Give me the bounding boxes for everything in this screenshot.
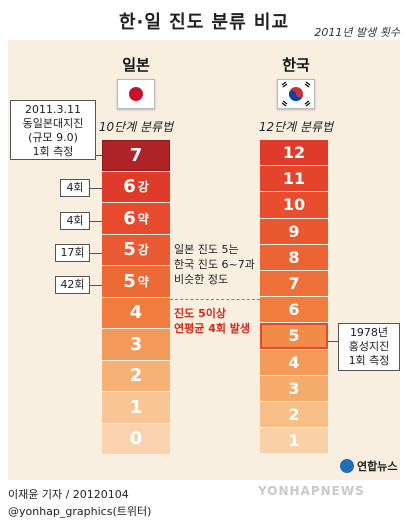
note-line: 한국 진도 6~7과 xyxy=(174,258,255,271)
comparison-note: 일본 진도 5는 한국 진도 6~7과 비슷한 정도 xyxy=(174,242,255,287)
korea-level-10: 2 xyxy=(260,402,328,428)
count-badge: 4회 xyxy=(60,212,90,230)
level-number: 7 xyxy=(129,144,143,166)
brand-name: 연합뉴스 xyxy=(357,460,398,473)
korea-level-0: 12 xyxy=(260,140,328,166)
title-bar: 한·일 진도 분류 비교 2011년 발생 횟수 xyxy=(0,0,408,40)
korea-level-6: 6 xyxy=(260,297,328,323)
watermark: YONHAPNEWS xyxy=(258,484,365,498)
korea-quake-callout: 1978년 홍성지진 1회 측정 xyxy=(338,323,400,371)
year-note: 2011년 발생 횟수 xyxy=(314,26,400,39)
callout-connector xyxy=(328,341,338,342)
level-number: 5 xyxy=(123,239,136,261)
korea-level-8: 4 xyxy=(260,349,328,375)
korea-level-11: 1 xyxy=(260,428,328,454)
count-connector xyxy=(90,285,102,286)
japan-level-9: 0 xyxy=(102,423,170,454)
japan-level-7: 2 xyxy=(102,360,170,391)
callout-line: 1978년 xyxy=(349,326,389,339)
korea-method: 12단계 분류법 xyxy=(258,120,334,134)
note-line: 일본 진도 5는 xyxy=(174,243,239,256)
level-number: 1 xyxy=(288,431,300,451)
level-number: 7 xyxy=(288,274,300,294)
korea-level-4: 8 xyxy=(260,244,328,270)
callout-line: 1회 측정 xyxy=(32,145,74,158)
level-number: 3 xyxy=(129,333,143,355)
level-number: 2 xyxy=(288,405,300,425)
level-number: 10 xyxy=(282,195,306,215)
note-line: 연평균 4회 발생 xyxy=(174,322,251,335)
level-number: 0 xyxy=(129,428,143,450)
level-number: 1 xyxy=(129,396,143,418)
level-number: 6 xyxy=(288,300,300,320)
level-suffix: 약 xyxy=(137,211,149,226)
level-number: 8 xyxy=(288,247,300,267)
twitter-credit: @yonhap_graphics(트위터) xyxy=(8,505,152,518)
count-badge: 42회 xyxy=(55,276,90,294)
callout-connector xyxy=(96,155,102,156)
count-connector xyxy=(90,253,102,254)
japan-level-8: 1 xyxy=(102,392,170,423)
level-number: 5 xyxy=(288,326,300,346)
korea-level-5: 7 xyxy=(260,271,328,297)
threshold-divider xyxy=(170,299,260,300)
level-suffix: 약 xyxy=(137,274,149,289)
level-suffix: 강 xyxy=(137,180,149,195)
author-credit: 이재윤 기자 / 20120104 xyxy=(8,488,129,501)
count-connector xyxy=(90,188,102,189)
level-number: 5 xyxy=(123,270,136,292)
frequency-note: 진도 5이상 연평균 4회 발생 xyxy=(174,306,250,336)
japan-level-5: 4 xyxy=(102,297,170,328)
count-badge: 4회 xyxy=(60,179,90,197)
brand-logo: 연합뉴스 xyxy=(340,458,397,474)
japan-level-6: 3 xyxy=(102,329,170,360)
level-number: 3 xyxy=(288,378,300,398)
korea-level-9: 3 xyxy=(260,375,328,401)
callout-line: 동일본대지진 xyxy=(22,117,84,130)
callout-line: 1회 측정 xyxy=(348,354,390,367)
korea-level-3: 9 xyxy=(260,218,328,244)
korea-level-7: 5 xyxy=(260,323,328,349)
level-number: 6 xyxy=(123,207,136,229)
count-badge: 17회 xyxy=(55,244,90,262)
count-connector xyxy=(90,221,102,222)
level-number: 4 xyxy=(129,302,143,324)
page-title: 한·일 진도 분류 비교 xyxy=(118,12,290,33)
note-line: 비슷한 정도 xyxy=(174,273,229,286)
japan-flag-icon xyxy=(117,79,155,109)
note-line: 진도 5이상 xyxy=(174,307,226,320)
japan-method: 10단계 분류법 xyxy=(98,120,174,134)
korea-level-1: 11 xyxy=(260,166,328,192)
callout-line: 2011.3.11 xyxy=(25,103,81,116)
korea-level-2: 10 xyxy=(260,192,328,218)
level-number: 9 xyxy=(288,221,300,241)
korea-flag-icon xyxy=(277,79,315,109)
callout-line: 홍성지진 xyxy=(348,340,390,353)
level-number: 4 xyxy=(288,352,300,372)
korea-label: 한국 xyxy=(282,56,310,74)
level-number: 6 xyxy=(123,176,136,198)
japan-level-0: 7 xyxy=(102,140,170,171)
level-suffix: 강 xyxy=(137,243,149,258)
level-number: 12 xyxy=(282,143,306,163)
level-number: 2 xyxy=(129,365,143,387)
yonhap-logo-icon xyxy=(340,459,354,473)
japan-quake-callout: 2011.3.11 동일본대지진 (규모 9.0) 1회 측정 xyxy=(10,100,96,160)
level-number: 11 xyxy=(282,169,306,189)
callout-line: (규모 9.0) xyxy=(28,131,78,144)
japan-label: 일본 xyxy=(122,56,150,74)
